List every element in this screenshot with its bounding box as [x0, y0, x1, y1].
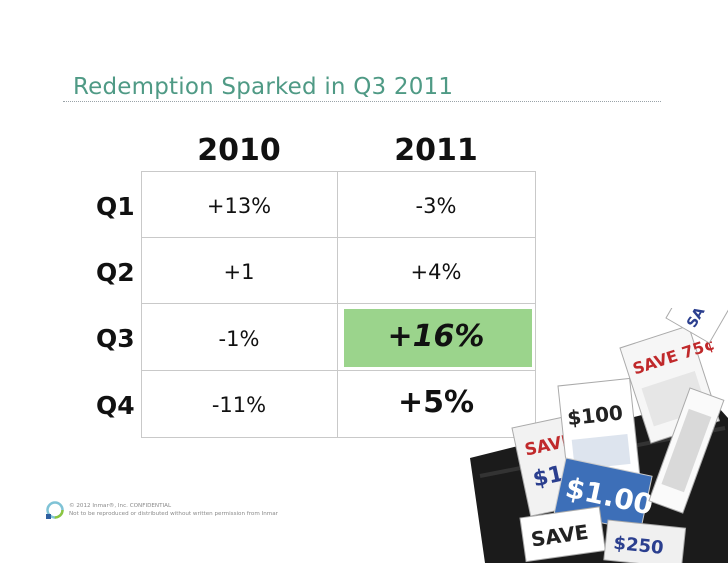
row-label-q4: Q4 [96, 391, 135, 420]
row-label-q3: Q3 [96, 324, 135, 353]
column-header-2010: 2010 [197, 133, 281, 168]
row-label-q2: Q2 [96, 258, 135, 287]
row-label-q1: Q1 [96, 192, 135, 221]
cell-q3-2011: +16% [387, 319, 485, 354]
footer-line-2: Not to be reproduced or distributed with… [69, 510, 278, 517]
cell-q2-2010: +1 [223, 260, 255, 284]
cell-q4-2010: -11% [211, 393, 267, 417]
cell-q1-2011: -3% [415, 194, 457, 218]
coupon-text: $100 [566, 400, 624, 430]
footer-confidential: © 2012 Inmar®, Inc. CONFIDENTIAL Not to … [69, 503, 278, 518]
column-header-2011: 2011 [394, 133, 478, 168]
cell-q2-2011: +4% [410, 260, 462, 284]
coupon-wallet-image: SAVE $1 $100 SAVE 75¢ SAVE 55¢ $1.00 SAV… [470, 308, 728, 563]
table-row-divider [141, 303, 536, 304]
footer-line-1: © 2012 Inmar®, Inc. CONFIDENTIAL [69, 503, 172, 509]
cell-q4-2011: +5% [397, 385, 475, 420]
table-column-divider [337, 171, 338, 438]
table-row-divider [141, 370, 536, 371]
cell-q3-2010: -1% [218, 327, 260, 351]
highlight-cell-q3-2011 [344, 309, 532, 367]
slide-title: Redemption Sparked in Q3 2011 [73, 74, 454, 100]
coupon-text: $250 [613, 533, 665, 559]
title-divider [63, 101, 661, 102]
inmar-logo-icon [46, 501, 64, 519]
cell-q1-2010: +13% [206, 194, 272, 218]
table-row-divider [141, 237, 536, 238]
data-table [141, 171, 536, 438]
